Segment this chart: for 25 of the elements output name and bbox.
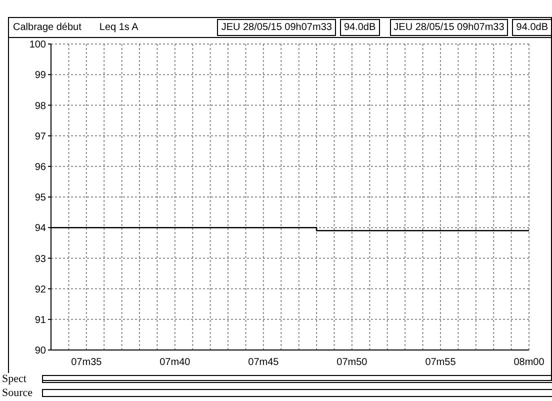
x-tick-label: 07m40 — [160, 357, 191, 368]
x-tick-label: 08m00 — [514, 357, 545, 368]
y-tick-label: 90 — [34, 346, 46, 357]
y-tick-label: 94 — [34, 223, 46, 234]
text: 94.0dB — [512, 19, 552, 36]
y-tick-label: 100 — [29, 40, 46, 51]
y-tick-label: 95 — [34, 192, 46, 204]
x-tick-label: 07m45 — [248, 357, 280, 368]
x-tick-label: 07m35 — [71, 357, 102, 368]
y-tick-label: 93 — [34, 254, 46, 265]
chart-subtitle: Leq 1s A — [99, 22, 138, 33]
text: JEU 28/05/15 09h07m33 — [390, 19, 508, 36]
chart-title: Calbrage début — [13, 22, 82, 33]
text: 94.0dB — [340, 19, 380, 36]
y-tick-label: 98 — [34, 100, 46, 112]
text: JEU 28/05/15 09h07m33 — [217, 19, 336, 36]
y-tick-label: 92 — [34, 284, 46, 296]
text: Source — [2, 386, 42, 398]
y-tick-label: 96 — [34, 162, 46, 173]
y-tick-label: 91 — [34, 314, 46, 326]
x-tick-label: 07m50 — [336, 357, 368, 368]
x-tick-label: 07m55 — [425, 357, 456, 368]
text: Spect — [2, 372, 42, 384]
y-tick-label: 97 — [34, 131, 46, 142]
y-tick-label: 99 — [34, 70, 46, 82]
